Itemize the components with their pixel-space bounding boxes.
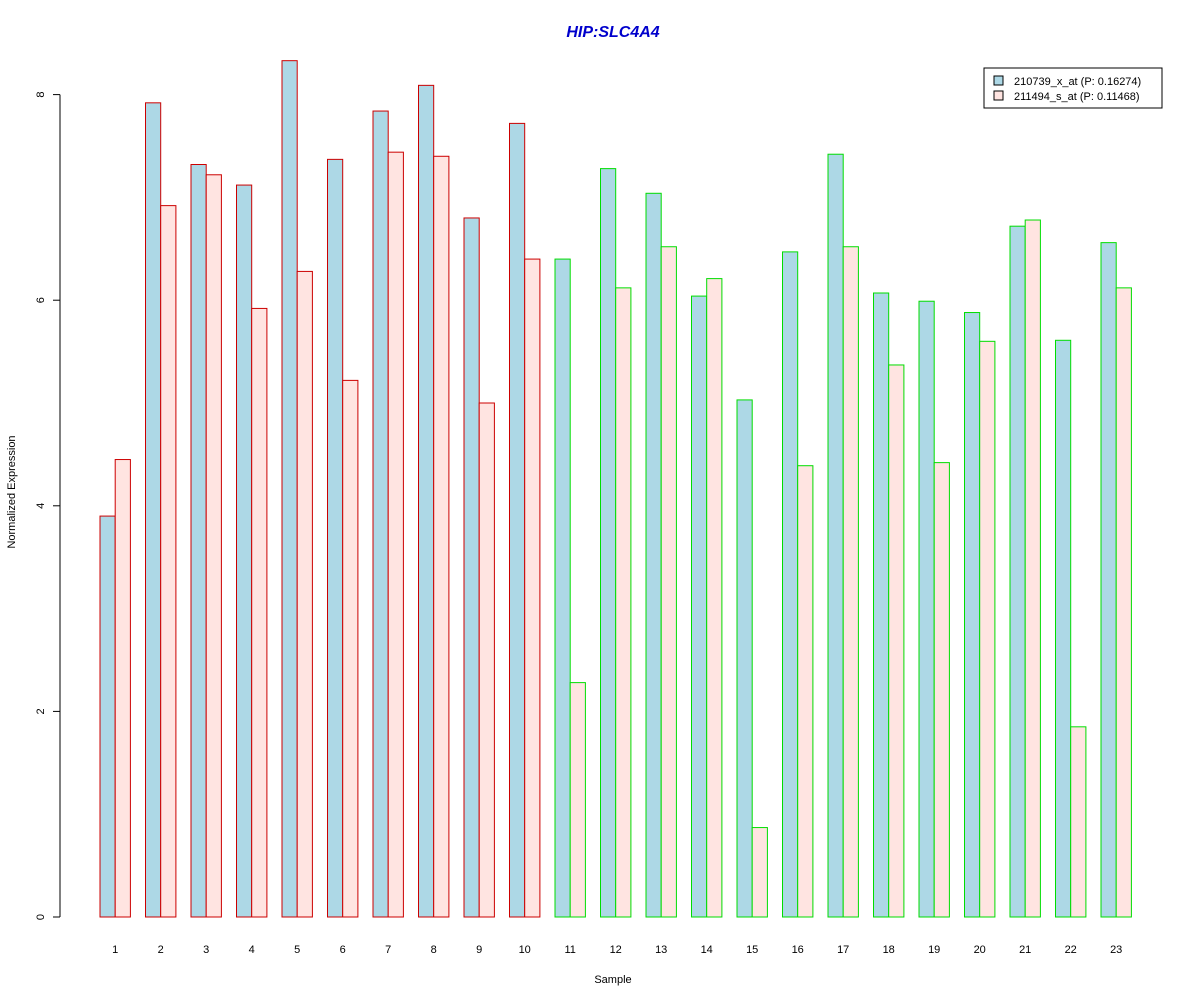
x-tick-label: 11 bbox=[564, 944, 575, 956]
y-axis-label: Normalized Expression bbox=[6, 435, 18, 548]
x-tick-label: 1 bbox=[112, 944, 118, 956]
y-tick-label: 4 bbox=[35, 503, 47, 509]
bar bbox=[782, 251, 799, 918]
y-axis: 0 2 4 6 8 bbox=[35, 92, 61, 920]
bar bbox=[827, 153, 844, 918]
bar bbox=[1024, 219, 1041, 918]
bar bbox=[387, 151, 404, 918]
bar bbox=[509, 122, 526, 918]
legend-box bbox=[983, 67, 1163, 109]
bar bbox=[251, 307, 268, 918]
x-tick-label: 3 bbox=[203, 944, 209, 956]
x-tick-label: 10 bbox=[519, 944, 531, 956]
y-tick-label: 6 bbox=[35, 297, 47, 303]
bar bbox=[372, 110, 389, 918]
bar bbox=[342, 379, 359, 918]
bar bbox=[888, 364, 905, 918]
legend-swatch bbox=[993, 90, 1004, 101]
x-tick-label: 14 bbox=[701, 944, 713, 956]
x-tick-label: 12 bbox=[610, 944, 622, 956]
x-tick-label: 9 bbox=[476, 944, 482, 956]
x-tick-label: 7 bbox=[385, 944, 391, 956]
bar bbox=[706, 278, 723, 918]
chart-title: HIP:SLC4A4 bbox=[566, 24, 659, 41]
bar bbox=[205, 174, 222, 918]
bar bbox=[478, 402, 495, 918]
bar bbox=[979, 340, 996, 918]
x-tick-label: 22 bbox=[1065, 944, 1077, 956]
y-tick-label: 8 bbox=[35, 92, 47, 98]
bar bbox=[114, 459, 131, 918]
bar bbox=[569, 682, 586, 918]
bar bbox=[433, 155, 450, 918]
bar bbox=[751, 827, 768, 918]
x-tick-label: 5 bbox=[294, 944, 300, 956]
legend-label: 211494_s_at (P: 0.11468) bbox=[1014, 91, 1140, 103]
bar bbox=[600, 168, 617, 918]
bar-group bbox=[99, 60, 1132, 918]
bar bbox=[327, 158, 344, 918]
bar bbox=[190, 164, 207, 918]
bar bbox=[418, 84, 435, 918]
x-tick-label: 6 bbox=[340, 944, 346, 956]
bar bbox=[1070, 726, 1087, 918]
bar bbox=[797, 465, 814, 918]
bar bbox=[554, 258, 571, 918]
x-axis-label: Sample bbox=[594, 974, 631, 986]
x-axis-tick-labels: 1 2 3 4 5 6 7 8 9 10 11 12 13 14 15 16 17 18 19 20 21 22 23 bbox=[112, 944, 1122, 956]
bar bbox=[615, 287, 632, 918]
bar bbox=[736, 399, 753, 918]
bar bbox=[645, 192, 662, 918]
bar bbox=[1115, 287, 1132, 918]
bar bbox=[918, 300, 935, 918]
x-tick-label: 16 bbox=[792, 944, 804, 956]
bar bbox=[691, 295, 708, 918]
x-tick-label: 23 bbox=[1110, 944, 1122, 956]
bar bbox=[873, 292, 890, 918]
bar bbox=[1100, 242, 1117, 918]
x-tick-label: 17 bbox=[837, 944, 849, 956]
bar bbox=[524, 258, 541, 918]
bar bbox=[842, 246, 859, 918]
legend-label: 210739_x_at (P: 0.16274) bbox=[1014, 76, 1141, 88]
x-tick-label: 20 bbox=[974, 944, 986, 956]
bar bbox=[1055, 339, 1072, 918]
x-tick-label: 8 bbox=[431, 944, 437, 956]
bar bbox=[99, 515, 116, 918]
x-tick-label: 13 bbox=[655, 944, 667, 956]
bar bbox=[281, 60, 298, 918]
bar bbox=[236, 184, 253, 918]
x-tick-label: 21 bbox=[1019, 944, 1031, 956]
x-tick-label: 4 bbox=[249, 944, 255, 956]
bar bbox=[933, 462, 950, 918]
y-tick-label: 2 bbox=[35, 708, 47, 714]
x-tick-label: 2 bbox=[158, 944, 164, 956]
bar bbox=[1009, 225, 1026, 918]
x-tick-label: 19 bbox=[928, 944, 940, 956]
y-tick-label: 0 bbox=[35, 914, 47, 920]
legend-swatch bbox=[993, 75, 1004, 86]
x-tick-label: 18 bbox=[883, 944, 895, 956]
bar bbox=[964, 312, 981, 918]
bar bbox=[463, 217, 480, 918]
bar bbox=[160, 205, 177, 918]
bar bbox=[660, 246, 677, 918]
bar bbox=[145, 102, 162, 918]
x-tick-label: 15 bbox=[746, 944, 758, 956]
legend: 210739_x_at (P: 0.16274) 211494_s_at (P: … bbox=[983, 67, 1163, 109]
bar bbox=[296, 270, 313, 918]
